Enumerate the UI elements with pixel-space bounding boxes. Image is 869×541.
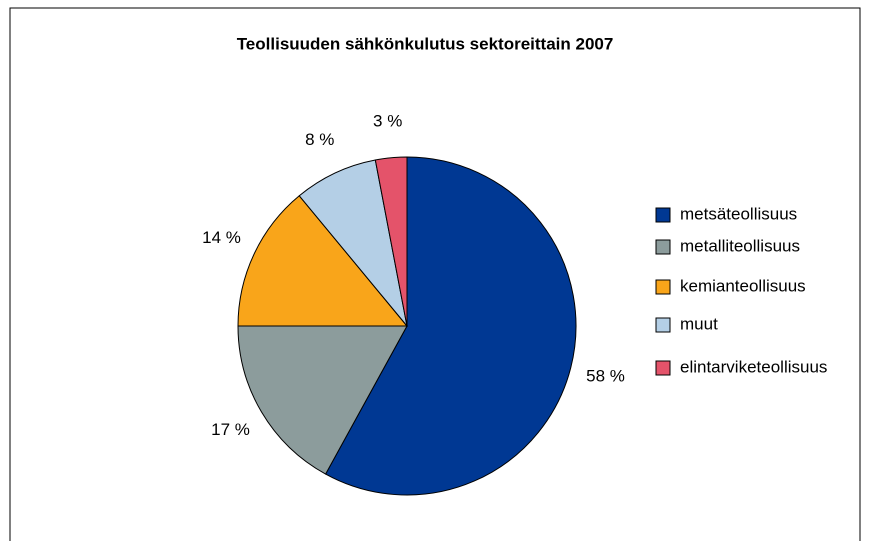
pie-slice (237, 195, 409, 327)
legend-label: elintarviketeollisuus (680, 357, 827, 376)
legend-swatch (655, 279, 671, 295)
legend-swatch (655, 360, 671, 376)
pie-slice (324, 156, 577, 496)
data-label: 14 % (202, 228, 241, 247)
data-label: 58 % (586, 366, 625, 385)
data-label: 3 % (373, 111, 402, 130)
legend-label: muut (680, 314, 718, 333)
legend-label: metalliteollisuus (680, 236, 800, 255)
legend-swatch (655, 239, 671, 255)
data-label: 17 % (211, 420, 250, 439)
legend-label: metsäteollisuus (680, 204, 797, 223)
data-label: 8 % (305, 130, 334, 149)
chart-title: Teollisuuden sähkönkulutus sektoreittain… (237, 34, 614, 53)
legend-swatch (655, 317, 671, 333)
legend-swatch (655, 207, 671, 223)
pie-slice (374, 156, 408, 327)
legend-label: kemianteollisuus (680, 276, 806, 295)
pie-slice (237, 325, 408, 475)
